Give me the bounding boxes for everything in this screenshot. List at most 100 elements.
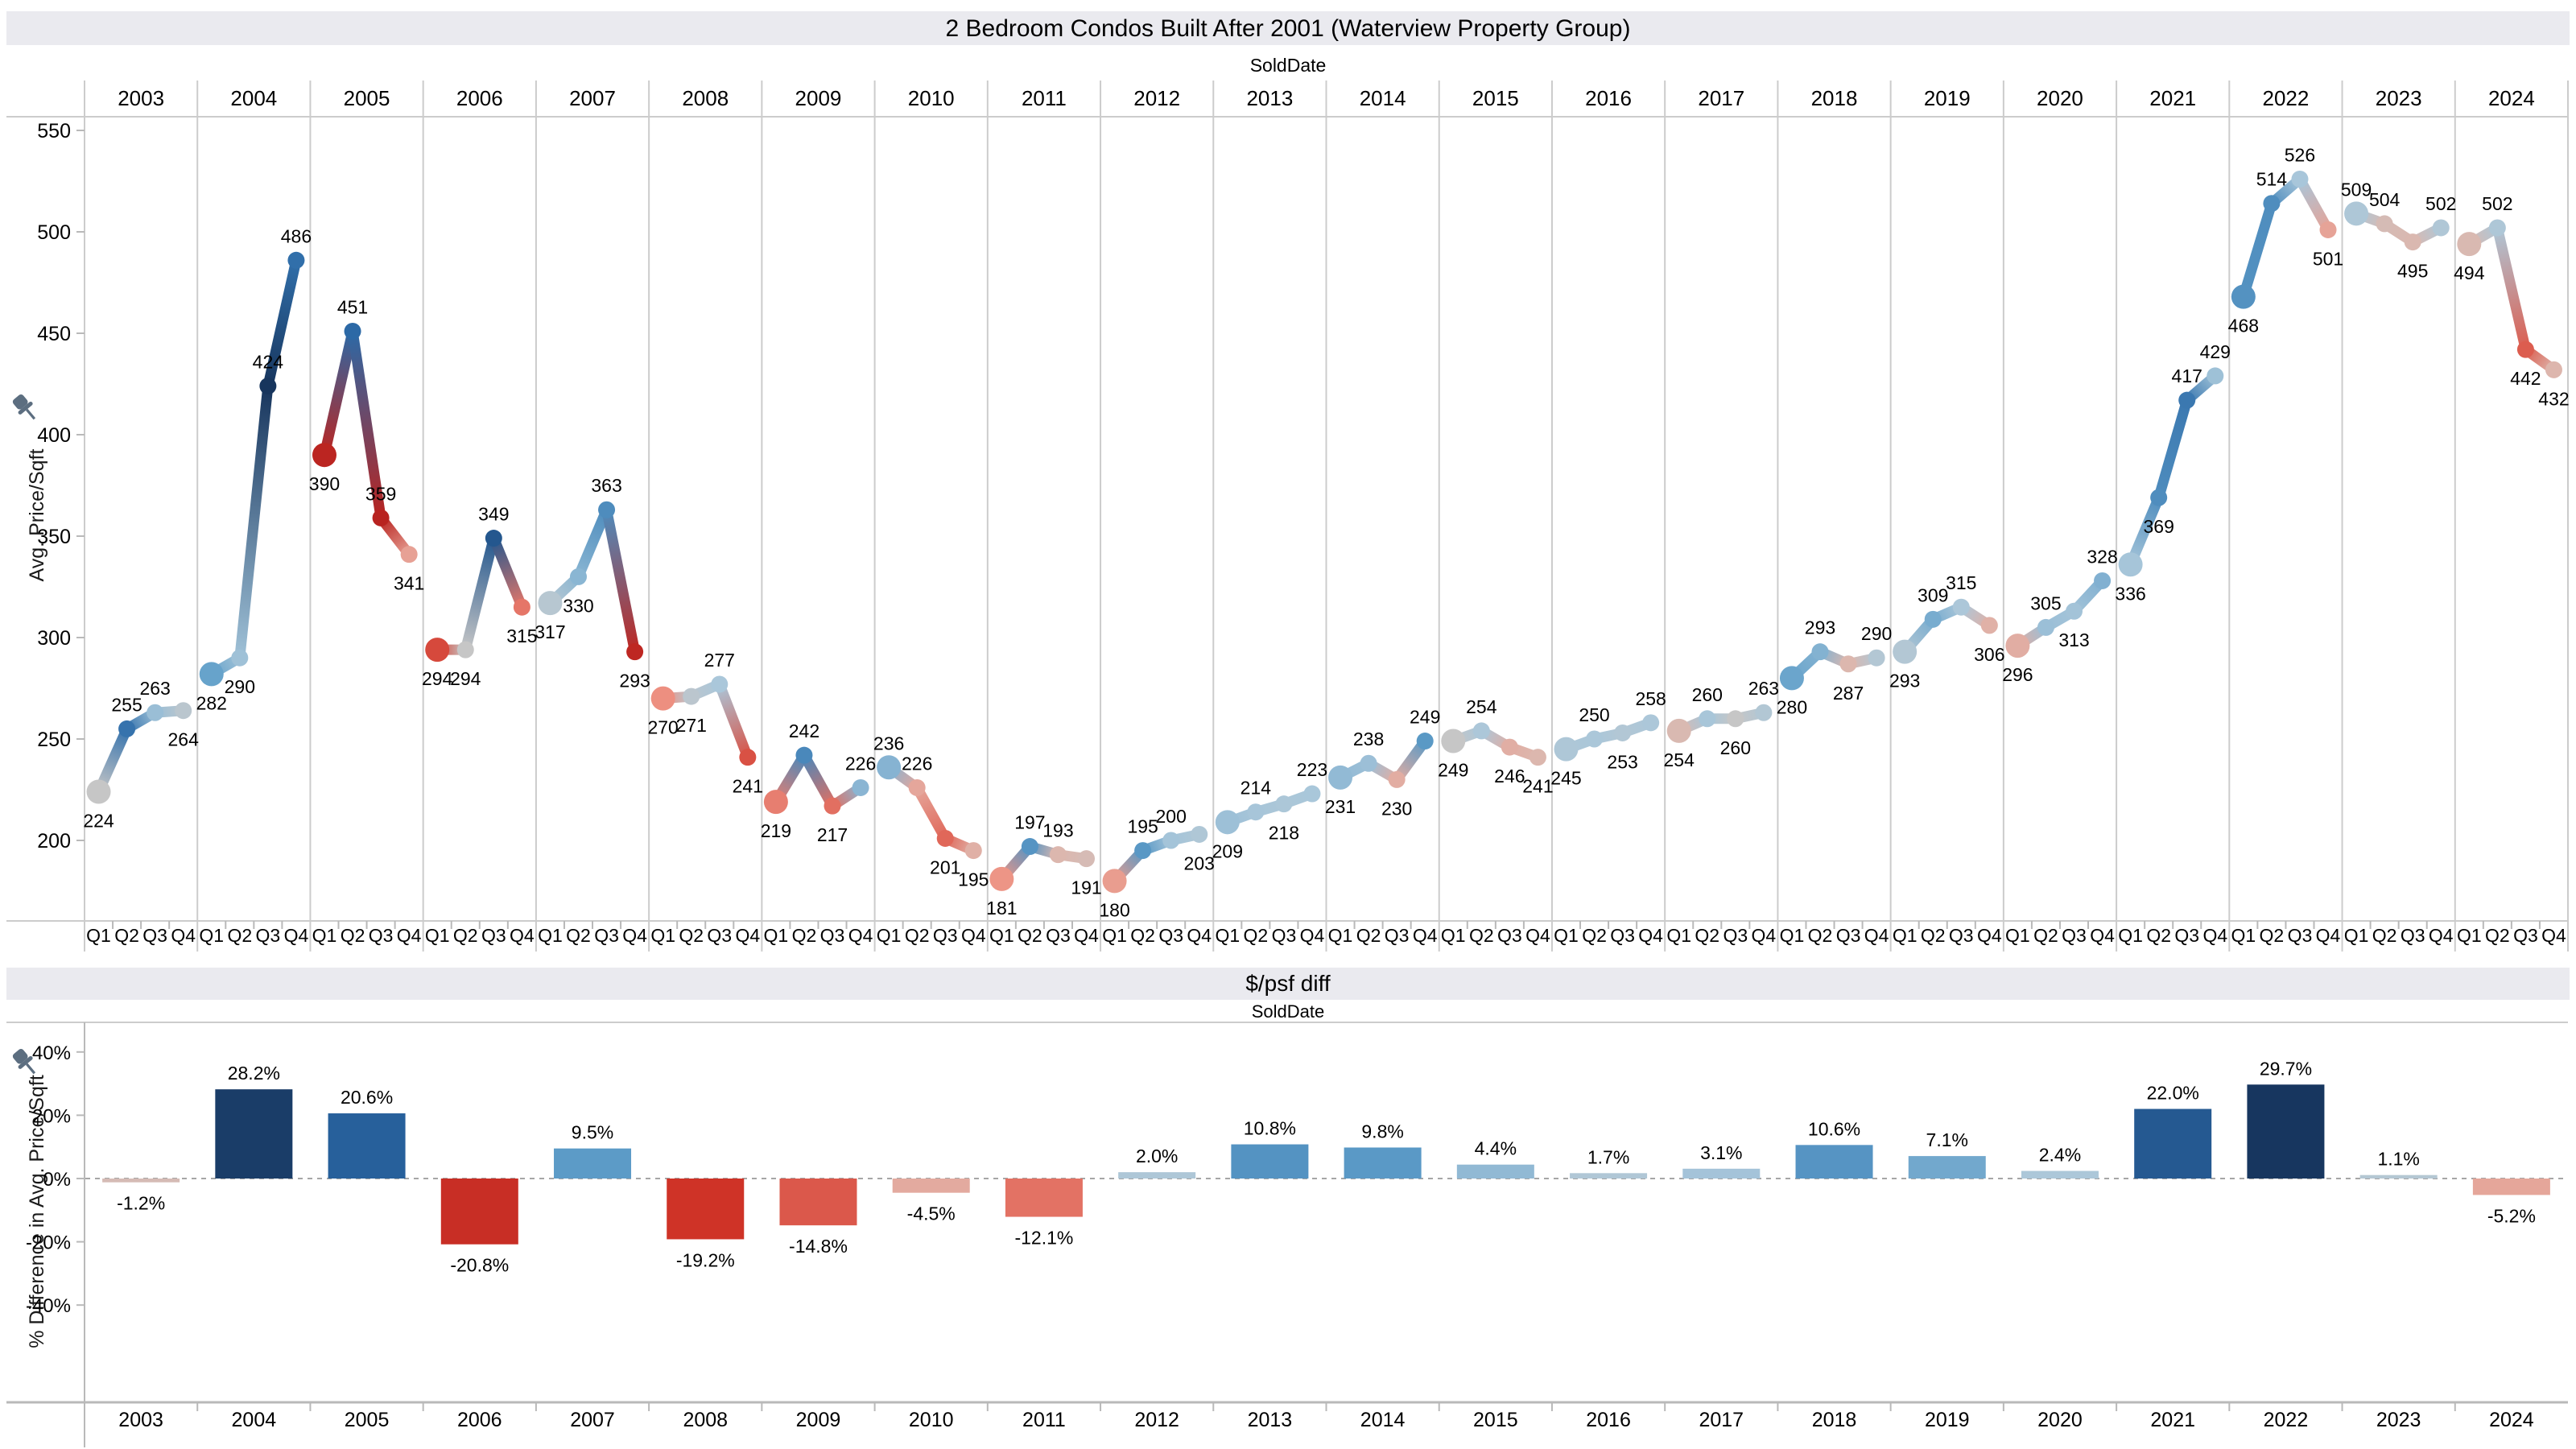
segment-2021-Q2[interactable] — [2153, 394, 2193, 503]
point-2015-Q1[interactable] — [1441, 729, 1466, 753]
point-2007-Q2[interactable] — [569, 568, 587, 585]
point-2020-Q4[interactable] — [2094, 572, 2112, 589]
point-2016-Q3[interactable] — [1614, 724, 1632, 741]
segment-2006-Q3[interactable] — [488, 533, 527, 613]
point-2023-Q2[interactable] — [2376, 215, 2393, 233]
point-2024-Q1[interactable] — [2457, 232, 2482, 257]
point-2017-Q2[interactable] — [1699, 710, 1716, 728]
point-2004-Q3[interactable] — [259, 378, 277, 395]
point-2008-Q3[interactable] — [711, 675, 729, 693]
bar-2008[interactable] — [667, 1179, 745, 1240]
point-2018-Q4[interactable] — [1868, 649, 1885, 667]
point-2007-Q3[interactable] — [598, 501, 616, 518]
bar-2005[interactable] — [328, 1113, 406, 1179]
point-2019-Q1[interactable] — [1893, 639, 1918, 664]
point-2014-Q3[interactable] — [1388, 770, 1406, 788]
point-2020-Q2[interactable] — [2037, 618, 2054, 636]
point-2014-Q2[interactable] — [1360, 754, 1377, 772]
bar-2009[interactable] — [779, 1179, 857, 1226]
point-2017-Q3[interactable] — [1727, 710, 1744, 728]
point-2017-Q4[interactable] — [1755, 704, 1773, 721]
segment-2004-Q3[interactable] — [262, 254, 302, 392]
point-2011-Q1[interactable] — [989, 866, 1014, 891]
point-2021-Q4[interactable] — [2207, 367, 2224, 385]
bar-2013[interactable] — [1231, 1144, 1309, 1179]
bar-2020[interactable] — [2021, 1170, 2099, 1179]
point-2020-Q3[interactable] — [2066, 602, 2083, 620]
segment-2022-Q3[interactable] — [2294, 173, 2334, 235]
bar-2016[interactable] — [1570, 1173, 1648, 1179]
point-2015-Q4[interactable] — [1529, 749, 1546, 766]
point-2004-Q1[interactable] — [199, 662, 224, 687]
segment-2005-Q2[interactable] — [347, 325, 386, 523]
point-2009-Q4[interactable] — [852, 778, 869, 796]
point-2014-Q1[interactable] — [1328, 765, 1353, 790]
point-2024-Q4[interactable] — [2545, 361, 2562, 378]
segment-2004-Q2[interactable] — [234, 381, 274, 663]
point-2012-Q1[interactable] — [1102, 869, 1127, 894]
bar-2017[interactable] — [1682, 1168, 1761, 1179]
point-2006-Q4[interactable] — [513, 598, 530, 616]
point-2009-Q2[interactable] — [795, 746, 813, 764]
bar-2019[interactable] — [1908, 1156, 1986, 1179]
point-2016-Q2[interactable] — [1586, 730, 1604, 748]
point-2010-Q2[interactable] — [908, 778, 926, 796]
bar-2011[interactable] — [1005, 1179, 1083, 1217]
point-2014-Q4[interactable] — [1416, 733, 1434, 750]
point-2009-Q3[interactable] — [824, 797, 841, 815]
point-2018-Q1[interactable] — [1779, 666, 1804, 691]
point-2018-Q3[interactable] — [1839, 655, 1857, 673]
segment-2010-Q2[interactable] — [911, 782, 951, 844]
bar-2004[interactable] — [215, 1089, 293, 1179]
point-2003-Q3[interactable] — [147, 704, 164, 721]
point-2023-Q3[interactable] — [2404, 233, 2421, 251]
point-2008-Q1[interactable] — [650, 686, 675, 711]
bar-2024[interactable] — [2472, 1179, 2550, 1195]
point-2007-Q4[interactable] — [626, 643, 644, 661]
point-2018-Q2[interactable] — [1811, 643, 1829, 661]
point-2021-Q2[interactable] — [2150, 489, 2168, 506]
segment-2008-Q3[interactable] — [714, 679, 753, 763]
bar-2010[interactable] — [892, 1179, 970, 1193]
point-2022-Q3[interactable] — [2291, 170, 2309, 188]
segment-2022-Q1[interactable] — [2238, 198, 2277, 303]
point-2019-Q3[interactable] — [1952, 598, 1970, 616]
point-2023-Q1[interactable] — [2344, 201, 2369, 226]
segment-2007-Q2[interactable] — [572, 504, 613, 582]
segment-2009-Q2[interactable] — [799, 749, 838, 811]
pin-icon[interactable] — [10, 391, 41, 424]
point-2006-Q3[interactable] — [485, 530, 502, 547]
point-2005-Q2[interactable] — [344, 322, 361, 340]
point-2016-Q4[interactable] — [1642, 714, 1660, 732]
bar-2003[interactable] — [102, 1179, 180, 1183]
point-2010-Q1[interactable] — [877, 755, 902, 780]
bar-2007[interactable] — [554, 1148, 632, 1179]
point-2013-Q4[interactable] — [1303, 785, 1321, 803]
point-2004-Q4[interactable] — [287, 251, 305, 269]
point-2011-Q2[interactable] — [1021, 838, 1038, 856]
point-2013-Q3[interactable] — [1275, 795, 1293, 813]
segment-2005-Q1[interactable] — [319, 325, 358, 460]
point-2010-Q4[interactable] — [964, 842, 982, 860]
point-2007-Q1[interactable] — [538, 591, 563, 616]
point-2009-Q1[interactable] — [763, 790, 788, 815]
point-2012-Q2[interactable] — [1134, 842, 1152, 860]
point-2006-Q1[interactable] — [425, 638, 450, 663]
point-2015-Q3[interactable] — [1501, 738, 1518, 756]
point-2005-Q4[interactable] — [400, 546, 418, 564]
bar-2012[interactable] — [1118, 1172, 1196, 1179]
point-2022-Q1[interactable] — [2231, 284, 2256, 309]
point-2016-Q1[interactable] — [1554, 737, 1579, 762]
point-2024-Q3[interactable] — [2516, 341, 2534, 358]
point-2020-Q1[interactable] — [2005, 634, 2030, 658]
bar-2018[interactable] — [1795, 1145, 1873, 1179]
bar-2014[interactable] — [1344, 1147, 1422, 1179]
point-2005-Q1[interactable] — [312, 443, 336, 468]
segment-2024-Q2[interactable] — [2491, 222, 2531, 355]
segment-2007-Q3[interactable] — [601, 504, 641, 658]
bar-2022[interactable] — [2247, 1084, 2325, 1179]
point-2008-Q2[interactable] — [683, 687, 700, 705]
point-2013-Q2[interactable] — [1247, 803, 1265, 821]
point-2021-Q3[interactable] — [2178, 391, 2196, 409]
point-2017-Q1[interactable] — [1666, 718, 1691, 743]
